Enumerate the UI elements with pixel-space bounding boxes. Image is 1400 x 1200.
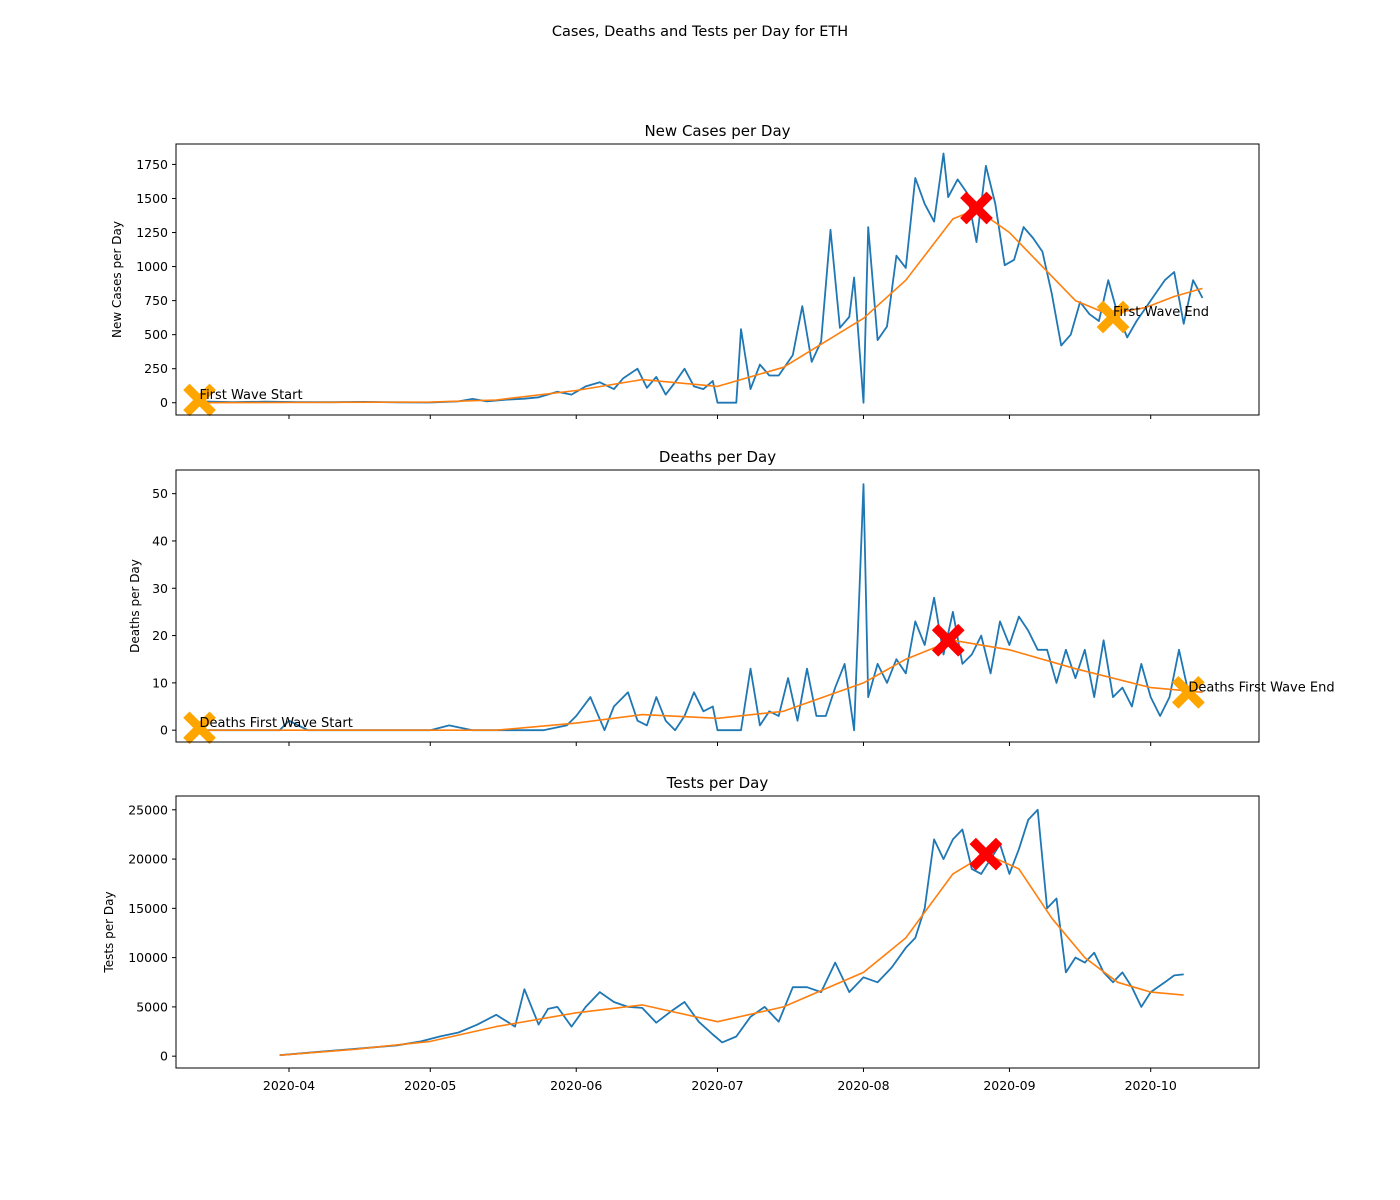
series-raw-line: [199, 483, 1199, 732]
figure-suptitle: Cases, Deaths and Tests per Day for ETH: [552, 24, 848, 40]
annotation-label: First Wave Start: [200, 388, 303, 403]
axes-frame: [175, 795, 1260, 1069]
axes-frame: [175, 469, 1260, 743]
y-tick-label: 20: [152, 628, 168, 643]
marker-cross: [931, 623, 965, 657]
x-tick-label: 2020-07: [691, 1078, 743, 1093]
series-smoothed-line: [279, 853, 1184, 1056]
data-layer: [199, 483, 1203, 732]
annotation-label: Deaths First Wave Start: [200, 716, 353, 731]
y-tick-label: 20000: [128, 852, 168, 867]
y-axis-label: Deaths per Day: [128, 559, 142, 653]
subplot-title: Tests per Day: [666, 774, 769, 792]
x-tick-label: 2020-06: [550, 1078, 602, 1093]
marker-cross: [960, 191, 993, 225]
series-raw-line: [199, 152, 1204, 404]
y-tick-label: 0: [160, 723, 168, 738]
y-axis-label: Tests per Day: [102, 891, 116, 973]
y-tick-label: 5000: [136, 999, 168, 1014]
x-tick-label: 2020-05: [404, 1078, 456, 1093]
wave-boundary-marker: [1096, 300, 1130, 334]
y-tick-label: 750: [144, 293, 168, 308]
series-smoothed-line: [199, 639, 1203, 732]
marker-cross: [183, 383, 216, 417]
x-tick-label: 2020-04: [263, 1078, 315, 1093]
wave-boundary-marker: [183, 711, 216, 745]
subplots: New Cases per Day New Cases per Day 0 250 50…: [102, 122, 1335, 1093]
y-tick-label: 10: [152, 675, 168, 690]
data-layer: [199, 152, 1204, 404]
y-axis-label: New Cases per Day: [110, 221, 124, 338]
y-tick-label: 15000: [128, 901, 168, 916]
y-tick-label: 40: [152, 533, 168, 548]
marker-cross: [969, 837, 1003, 871]
annotation-label: Deaths First Wave End: [1188, 680, 1334, 695]
x-tick-label: 2020-10: [1125, 1078, 1177, 1093]
y-tick-label: 30: [152, 581, 168, 596]
y-tick-label: 0: [160, 395, 168, 410]
y-tick-label: 1000: [136, 259, 168, 274]
subplot-3: Tests per Day Tests per Day 0 5000 10000 1500…: [102, 774, 1260, 1093]
x-tick-label: 2020-09: [983, 1078, 1035, 1093]
subplot-title: New Cases per Day: [644, 122, 790, 140]
y-tick-label: 25000: [128, 802, 168, 817]
wave-boundary-marker: [1172, 675, 1205, 709]
y-tick-label: 0: [160, 1049, 168, 1064]
peak-marker: [960, 191, 993, 225]
series-smoothed-line: [199, 208, 1203, 404]
y-tick-label: 1500: [136, 191, 168, 206]
data-layer: [279, 808, 1184, 1057]
peak-marker: [969, 837, 1003, 871]
peak-marker: [931, 623, 965, 657]
annotation-label: First Wave End: [1113, 305, 1209, 320]
x-tick-label: 2020-08: [837, 1078, 889, 1093]
y-tick-label: 10000: [128, 950, 168, 965]
y-tick-label: 1250: [136, 225, 168, 240]
y-tick-label: 250: [144, 361, 168, 376]
y-tick-label: 50: [152, 486, 168, 501]
series-raw-line: [279, 808, 1184, 1057]
y-tick-label: 1750: [136, 157, 168, 172]
marker-cross: [1096, 300, 1130, 334]
subplot-1: New Cases per Day New Cases per Day 0 250 50…: [110, 122, 1260, 419]
marker-cross: [183, 711, 216, 745]
subplot-title: Deaths per Day: [659, 448, 776, 466]
wave-boundary-marker: [183, 383, 216, 417]
subplot-2: Deaths per Day Deaths per Day 0 10 20 30 40 50 D…: [128, 448, 1335, 746]
y-tick-label: 500: [144, 327, 168, 342]
marker-cross: [1172, 675, 1205, 709]
axes-frame: [175, 143, 1260, 416]
